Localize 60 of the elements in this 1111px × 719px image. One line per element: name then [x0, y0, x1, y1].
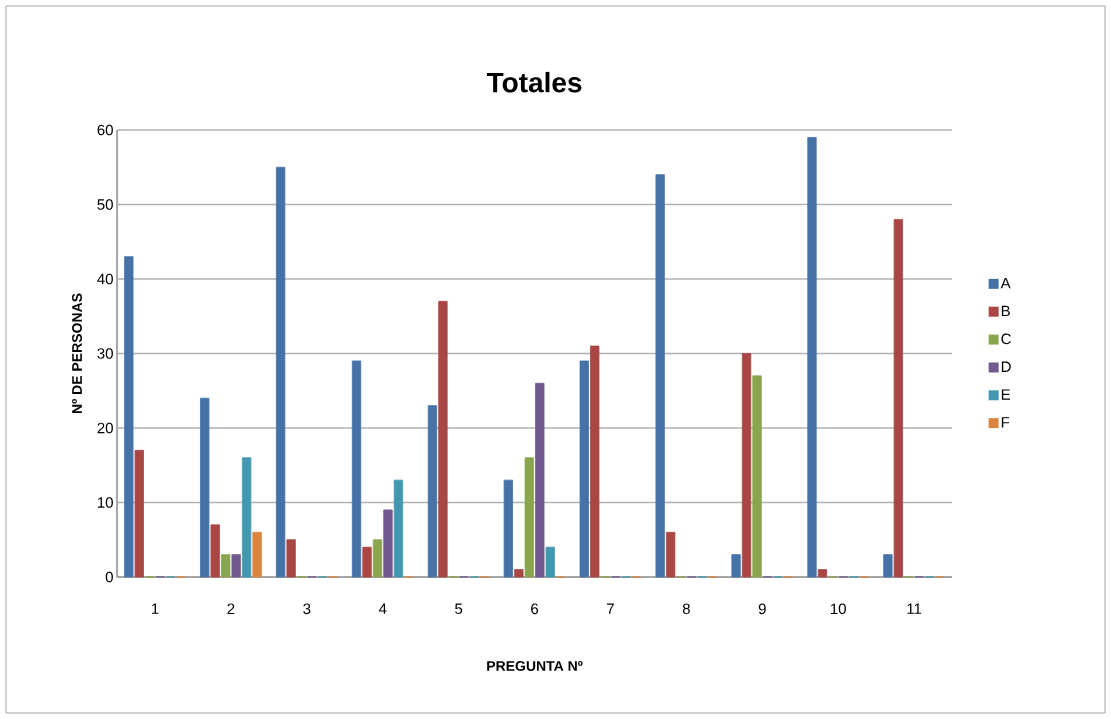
- legend-label: B: [1001, 305, 1010, 317]
- bar: [535, 382, 545, 578]
- bar: [286, 539, 296, 578]
- bar: [514, 569, 524, 578]
- x-tick-label: 3: [303, 603, 311, 615]
- bar: [275, 166, 286, 578]
- y-tick-label: 0: [105, 571, 113, 583]
- bar: [231, 554, 241, 578]
- bar: [427, 405, 438, 578]
- bar: [210, 524, 220, 578]
- chart-title: Totales: [486, 71, 582, 93]
- x-tick-label: 8: [682, 603, 690, 615]
- x-tick-label: 5: [455, 603, 463, 614]
- bar: [655, 174, 665, 578]
- x-tick-label: 4: [378, 603, 387, 614]
- bar: [590, 345, 600, 578]
- x-axis-title: PREGUNTA Nº: [487, 660, 583, 671]
- x-tick-label: 2: [227, 603, 235, 614]
- bar: [241, 457, 252, 578]
- x-tick-label: 11: [907, 603, 922, 614]
- bar: [741, 353, 752, 578]
- bar: [666, 531, 676, 578]
- y-tick-label: 20: [97, 422, 113, 434]
- bar: [252, 531, 262, 578]
- x-tick-label: 10: [830, 603, 846, 615]
- bar: [372, 539, 383, 578]
- bar: [438, 300, 448, 578]
- bar: [124, 256, 134, 578]
- bar: [221, 554, 231, 578]
- bar: [383, 509, 393, 578]
- y-tick-label: 50: [97, 199, 113, 210]
- bar: [752, 375, 762, 578]
- bar: [731, 554, 741, 578]
- bar: [200, 397, 210, 578]
- x-tick-label: 1: [151, 603, 159, 614]
- bar: [817, 569, 828, 578]
- bar: [883, 554, 893, 578]
- bar: [362, 546, 372, 578]
- legend-label: E: [1001, 389, 1011, 400]
- bar: [393, 479, 404, 578]
- bar: [351, 360, 362, 578]
- bar: [503, 479, 513, 578]
- y-tick-label: 40: [97, 273, 113, 285]
- y-tick-label: 10: [97, 497, 113, 508]
- bar: [545, 546, 555, 578]
- x-tick-label: 6: [531, 603, 539, 615]
- x-tick-label: 7: [607, 603, 614, 614]
- bar: [524, 457, 534, 578]
- legend-label: D: [1001, 361, 1011, 372]
- bar: [807, 137, 817, 578]
- bar: [579, 360, 589, 578]
- bar: [134, 449, 144, 578]
- y-axis-title: Nº DE PERSONAS: [72, 293, 82, 414]
- bar: [893, 218, 904, 578]
- y-tick-label: 60: [97, 124, 113, 136]
- x-tick-label: 9: [758, 603, 766, 615]
- legend-label: F: [1001, 417, 1010, 428]
- legend-label: C: [1001, 333, 1011, 345]
- y-tick-label: 30: [97, 348, 113, 359]
- legend-label: A: [1000, 277, 1011, 289]
